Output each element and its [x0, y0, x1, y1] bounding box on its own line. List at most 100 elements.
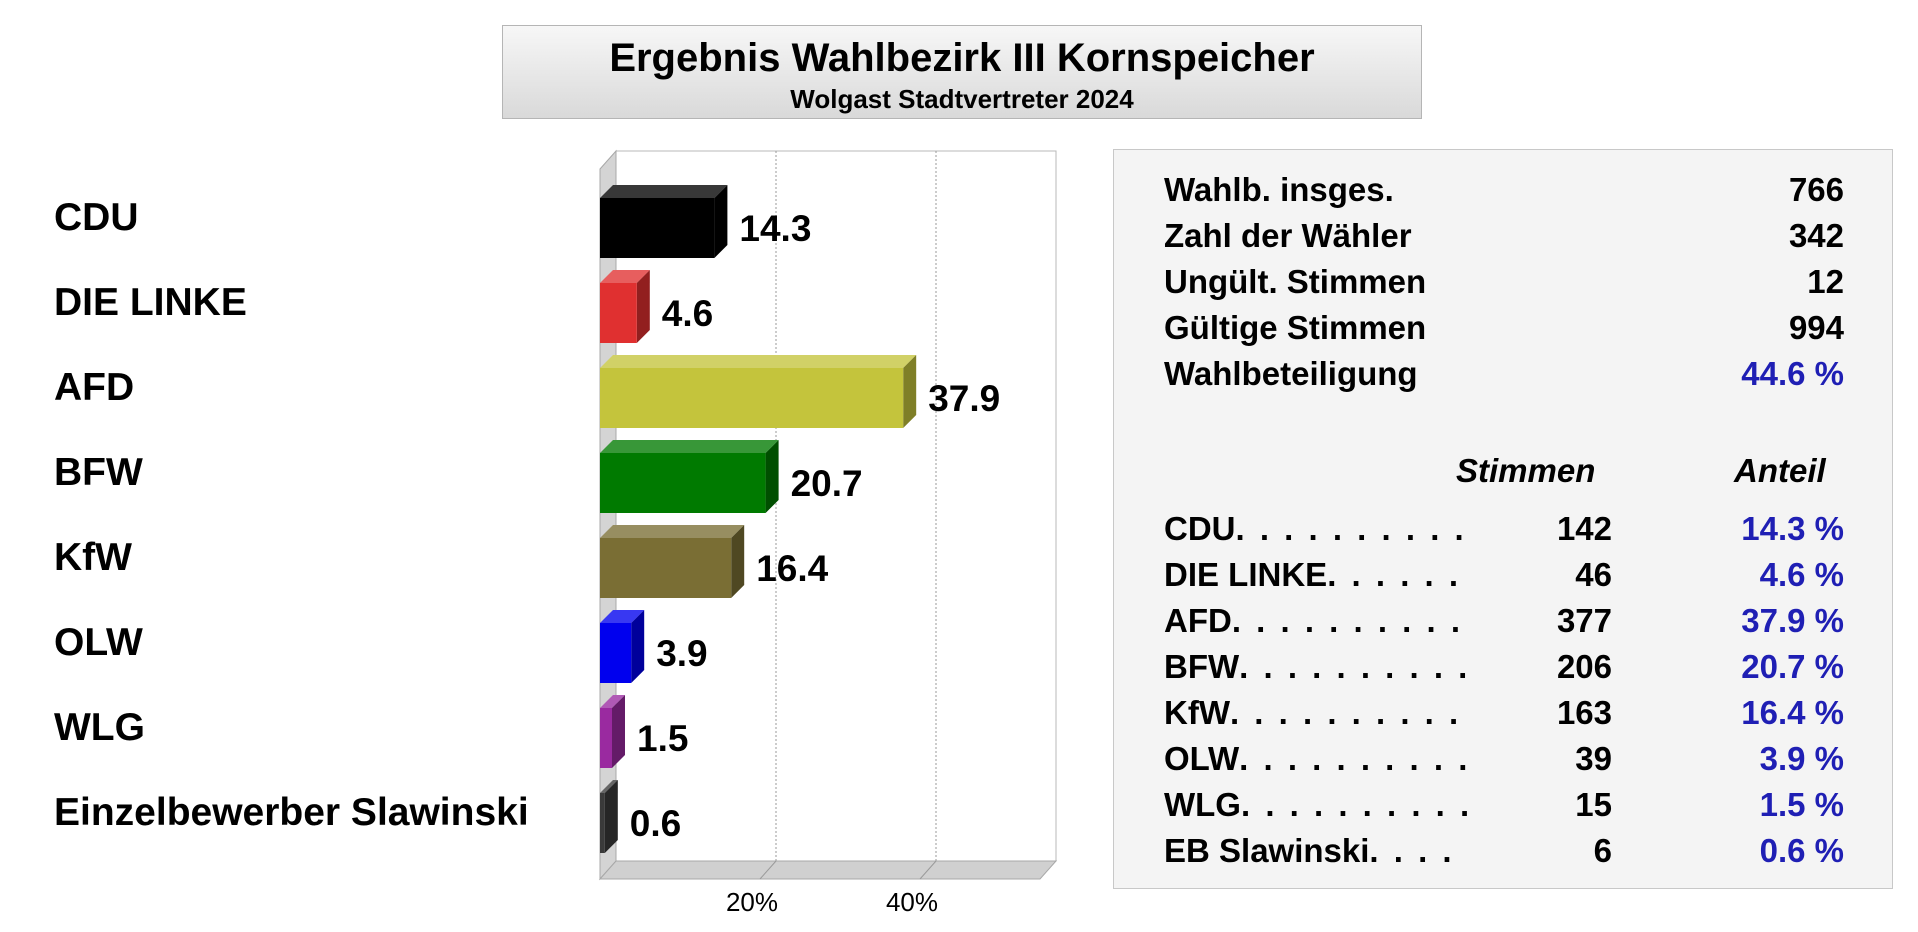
stat-row-turnout: Wahlbeteiligung 44.6 %	[1164, 355, 1844, 399]
party-share: 0.6 %	[1759, 832, 1844, 869]
bar-value-label: 14.3	[739, 208, 811, 249]
party-row: CDU. . . . . . . . . . 142 14.3 %	[1164, 510, 1844, 554]
category-label-die-linke: DIE LINKE	[54, 281, 247, 324]
stat-label: Zahl der Wähler	[1164, 217, 1412, 254]
party-row: BFW. . . . . . . . . . 206 20.7 %	[1164, 648, 1844, 692]
party-share: 14.3 %	[1741, 510, 1844, 547]
bar-top	[600, 185, 728, 198]
bar-value-label: 16.4	[756, 548, 828, 589]
stat-value: 994	[1788, 309, 1844, 346]
bar-value-label: 4.6	[662, 293, 713, 334]
party-row: AFD. . . . . . . . . . 377 37.9 %	[1164, 602, 1844, 646]
column-header-share: Anteil	[1734, 452, 1826, 489]
bar-top	[600, 270, 650, 283]
stat-label: Gültige Stimmen	[1164, 309, 1427, 346]
bar-top	[600, 525, 745, 538]
plot-floor	[598, 860, 1058, 880]
party-votes: 15	[1575, 786, 1612, 823]
category-label-cdu: CDU	[54, 196, 139, 239]
bar-value-label: 1.5	[637, 718, 688, 759]
bar-side	[631, 610, 645, 683]
category-label-einzelbewerber-slawinski: Einzelbewerber Slawinski	[54, 791, 529, 834]
bar-value-label: 0.6	[630, 803, 681, 844]
party-row: EB Slawinski. . . . 6 0.6 %	[1164, 832, 1844, 876]
leader-dots: . . . . . . . . . .	[1239, 648, 1471, 685]
leader-dots: . . . . . . . . . .	[1231, 602, 1464, 639]
party-row: OLW. . . . . . . . . . 39 3.9 %	[1164, 740, 1844, 784]
bar-top	[600, 355, 917, 368]
bar-value-label: 20.7	[791, 463, 863, 504]
stat-value: 766	[1788, 171, 1844, 208]
party-name: WLG	[1164, 786, 1241, 823]
results-panel: Wahlb. insges. 766 Zahl der Wähler 342 U…	[1113, 149, 1893, 889]
category-label-olw: OLW	[54, 621, 143, 664]
stat-label: Wahlbeteiligung	[1164, 355, 1418, 392]
bar-side	[903, 355, 917, 428]
leader-dots: . . . . . . . . . .	[1239, 740, 1471, 777]
bar-side	[604, 780, 618, 853]
bar	[600, 793, 605, 853]
party-votes: 377	[1556, 602, 1612, 639]
bar-top	[600, 440, 779, 453]
bar-chart: 20% 40% 14.3 4.6 37.9 20.7 16.4 3.9 1.5 0.6	[598, 149, 1058, 917]
bar-side	[636, 270, 650, 343]
chart-title: Ergebnis Wahlbezirk III Kornspeicher	[609, 36, 1315, 80]
party-share: 37.9 %	[1741, 602, 1844, 639]
stat-label: Wahlb. insges.	[1164, 171, 1394, 208]
bar-top	[600, 695, 625, 708]
leader-dots: . . . . . . . . . .	[1240, 786, 1473, 823]
stat-value: 12	[1807, 263, 1844, 300]
party-name: AFD	[1164, 602, 1232, 639]
party-name: EB Slawinski	[1164, 832, 1370, 869]
column-header-votes: Stimmen	[1456, 452, 1596, 489]
party-votes: 142	[1556, 510, 1612, 547]
party-row: KfW. . . . . . . . . . 163 16.4 %	[1164, 694, 1844, 738]
bar	[600, 538, 732, 598]
x-tick-label: 40%	[886, 887, 938, 917]
stat-row-valid: Gültige Stimmen 994	[1164, 309, 1844, 353]
gridline-floor	[919, 860, 937, 880]
gridline-floor	[759, 860, 777, 880]
party-name: BFW	[1164, 648, 1240, 685]
stat-label: Ungült. Stimmen	[1164, 263, 1427, 300]
party-row: DIE LINKE. . . . . . 46 4.6 %	[1164, 556, 1844, 600]
category-label-kfw: KfW	[54, 536, 132, 579]
leader-dots: . . . .	[1369, 832, 1455, 869]
party-share: 3.9 %	[1759, 740, 1844, 777]
party-name: CDU	[1164, 510, 1236, 547]
bar-side	[714, 185, 728, 258]
bar	[600, 708, 612, 768]
leader-dots: . . . . . . . . . .	[1235, 510, 1467, 547]
bar	[600, 623, 632, 683]
stat-value-turnout: 44.6 %	[1741, 355, 1844, 392]
bar-top	[600, 780, 618, 793]
party-name: DIE LINKE	[1164, 556, 1328, 593]
bar	[600, 368, 904, 428]
party-votes: 163	[1556, 694, 1612, 731]
party-votes: 206	[1556, 648, 1612, 685]
party-votes: 46	[1575, 556, 1612, 593]
x-tick-label: 20%	[726, 887, 778, 917]
bar-side	[612, 695, 625, 768]
party-share: 16.4 %	[1741, 694, 1844, 731]
category-label-afd: AFD	[54, 366, 135, 409]
bar-side	[765, 440, 779, 513]
leader-dots: . . . . . . . . . .	[1229, 694, 1462, 731]
bar-top	[600, 610, 645, 623]
bar-value-label: 37.9	[928, 378, 1000, 419]
bar	[600, 453, 766, 513]
chart-subtitle: Wolgast Stadtvertreter 2024	[790, 84, 1134, 114]
category-label-wlg: WLG	[54, 706, 145, 749]
stat-row-voters: Zahl der Wähler 342	[1164, 217, 1844, 261]
party-row: WLG. . . . . . . . . . 15 1.5 %	[1164, 786, 1844, 830]
party-share: 4.6 %	[1759, 556, 1844, 593]
bar	[600, 198, 715, 258]
plot-side-wall	[599, 149, 617, 881]
stat-row-eligible: Wahlb. insges. 766	[1164, 171, 1844, 215]
party-name: KfW	[1164, 694, 1230, 731]
category-label-bfw: BFW	[54, 451, 143, 494]
stat-row-invalid: Ungült. Stimmen 12	[1164, 263, 1844, 307]
party-name: OLW	[1164, 740, 1240, 777]
leader-dots: . . . . . .	[1327, 556, 1462, 593]
party-share: 20.7 %	[1741, 648, 1844, 685]
